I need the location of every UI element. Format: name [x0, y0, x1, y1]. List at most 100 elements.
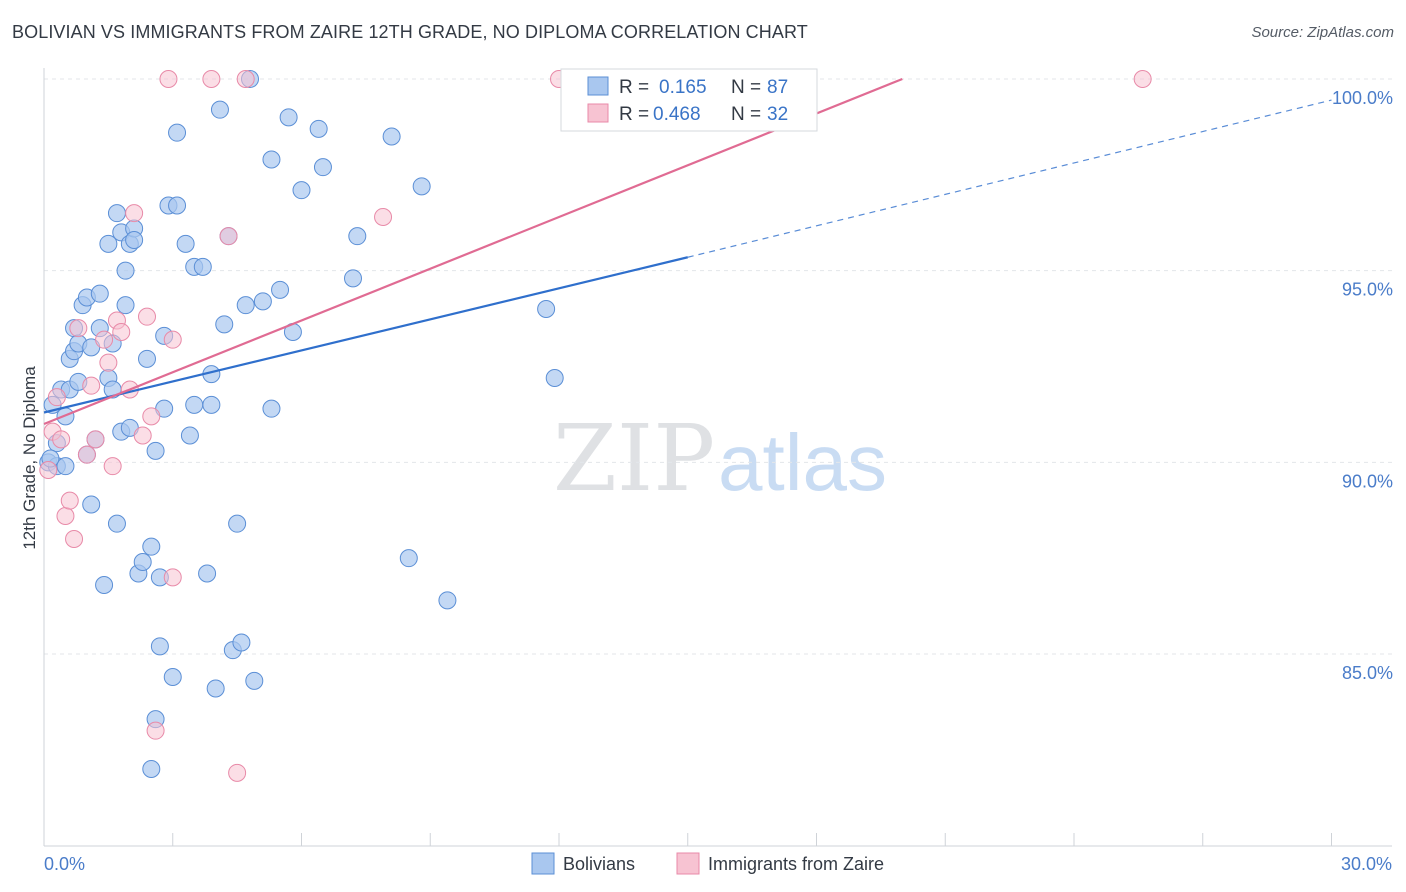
trendline-bolivians-extension	[687, 99, 1332, 258]
watermark-zip: ZIP	[553, 405, 715, 512]
data-point-zaire	[52, 430, 71, 449]
data-point-bolivians	[271, 280, 290, 299]
data-point-zaire	[60, 491, 79, 510]
data-point-bolivians	[193, 257, 212, 276]
data-point-bolivians	[56, 457, 75, 476]
data-point-zaire	[86, 430, 105, 449]
legend-r-label-2: R =	[619, 104, 649, 125]
data-point-zaire	[1133, 70, 1152, 88]
data-point-zaire	[125, 204, 144, 223]
data-point-bolivians	[399, 549, 418, 568]
data-point-zaire	[95, 330, 114, 349]
data-point-zaire	[77, 445, 96, 464]
legend-n-value-2: 32	[767, 104, 788, 125]
legend-r-value-2: 0.468	[653, 104, 701, 125]
data-point-bolivians	[180, 426, 199, 445]
data-point-bolivians	[116, 261, 135, 280]
data-point-zaire	[47, 388, 66, 407]
data-point-bolivians	[228, 514, 247, 533]
data-point-zaire	[82, 376, 101, 395]
legend-n-label-1: N =	[731, 77, 761, 98]
data-point-bolivians	[206, 679, 225, 698]
series-bolivians-points	[39, 70, 564, 778]
x-axis-ticks	[172, 833, 1332, 846]
y-tick-label-95: 95.0%	[1342, 280, 1393, 300]
data-point-bolivians	[107, 514, 126, 533]
y-axis-label: 12th Grade, No Diploma	[20, 366, 39, 550]
data-point-bolivians	[236, 296, 255, 315]
data-point-bolivians	[146, 441, 165, 460]
data-point-bolivians	[95, 576, 114, 594]
data-point-zaire	[133, 426, 152, 445]
data-point-bolivians	[99, 234, 118, 253]
data-point-bolivians	[168, 196, 187, 215]
data-point-bolivians	[107, 204, 126, 223]
data-point-bolivians	[198, 564, 217, 583]
data-point-bolivians	[163, 668, 182, 686]
data-point-bolivians	[176, 234, 195, 253]
x-tick-label-min: 0.0%	[44, 854, 85, 874]
legend-swatch-zaire	[587, 103, 609, 123]
data-point-zaire	[219, 227, 238, 246]
data-point-zaire	[202, 70, 221, 88]
y-tick-label-90: 90.0%	[1342, 471, 1393, 491]
data-point-bolivians	[210, 100, 229, 119]
data-point-zaire	[236, 70, 255, 88]
data-point-bolivians	[215, 315, 234, 334]
data-point-bolivians	[348, 227, 367, 246]
data-point-bolivians	[232, 633, 251, 652]
data-point-bolivians	[202, 395, 221, 414]
legend-n-label-2: N =	[731, 104, 761, 125]
legend-n-value-1: 87	[767, 77, 788, 98]
bottom-legend-swatch-bolivians	[531, 852, 555, 875]
data-point-zaire	[138, 307, 156, 326]
data-point-zaire	[163, 568, 182, 587]
data-point-zaire	[112, 323, 131, 341]
data-point-bolivians	[537, 300, 556, 318]
data-point-bolivians	[438, 591, 457, 610]
data-point-bolivians	[168, 123, 187, 142]
data-point-zaire	[99, 353, 118, 372]
data-point-bolivians	[309, 119, 328, 138]
data-point-zaire	[142, 407, 161, 426]
data-point-bolivians	[185, 395, 204, 414]
data-point-bolivians	[116, 296, 135, 315]
source-credit: Source: ZipAtlas.com	[1251, 24, 1394, 41]
data-point-bolivians	[150, 637, 169, 656]
data-point-zaire	[374, 208, 393, 226]
bottom-legend: Bolivians Immigrants from Zaire	[531, 852, 884, 875]
data-point-bolivians	[262, 150, 281, 169]
data-point-zaire	[69, 319, 88, 338]
bottom-legend-swatch-zaire	[676, 852, 700, 875]
data-point-bolivians	[253, 292, 272, 311]
legend-swatch-bolivians	[587, 76, 609, 96]
data-point-zaire	[163, 330, 182, 349]
data-point-bolivians	[142, 537, 161, 556]
legend-box: R = 0.165 N = 87 R = 0.468 N = 32	[560, 68, 818, 132]
trendline-zaire	[43, 77, 903, 426]
data-point-bolivians	[245, 671, 264, 690]
data-point-zaire	[146, 721, 165, 740]
y-axis-tick-labels: 85.0% 90.0% 95.0% 100.0%	[1332, 88, 1393, 683]
data-point-bolivians	[292, 181, 311, 200]
data-point-bolivians	[344, 269, 362, 288]
data-point-bolivians	[412, 177, 431, 196]
legend-r-value-1: 0.165	[659, 77, 707, 98]
bottom-legend-label-bolivians: Bolivians	[563, 854, 635, 874]
data-point-bolivians	[313, 158, 332, 177]
data-point-bolivians	[82, 495, 101, 514]
data-point-bolivians	[545, 369, 564, 387]
data-point-bolivians	[142, 760, 161, 778]
data-point-zaire	[228, 763, 247, 782]
data-point-bolivians	[138, 349, 156, 368]
series-zaire-points	[39, 70, 1152, 782]
legend-r-label-1: R =	[619, 77, 649, 98]
data-point-zaire	[65, 530, 84, 548]
watermark-atlas: atlas	[718, 418, 887, 507]
data-point-bolivians	[262, 399, 281, 418]
grid-lines	[44, 78, 1392, 655]
y-tick-label-100: 100.0%	[1332, 88, 1393, 108]
bottom-legend-label-zaire: Immigrants from Zaire	[708, 854, 884, 874]
data-point-bolivians	[279, 108, 298, 127]
